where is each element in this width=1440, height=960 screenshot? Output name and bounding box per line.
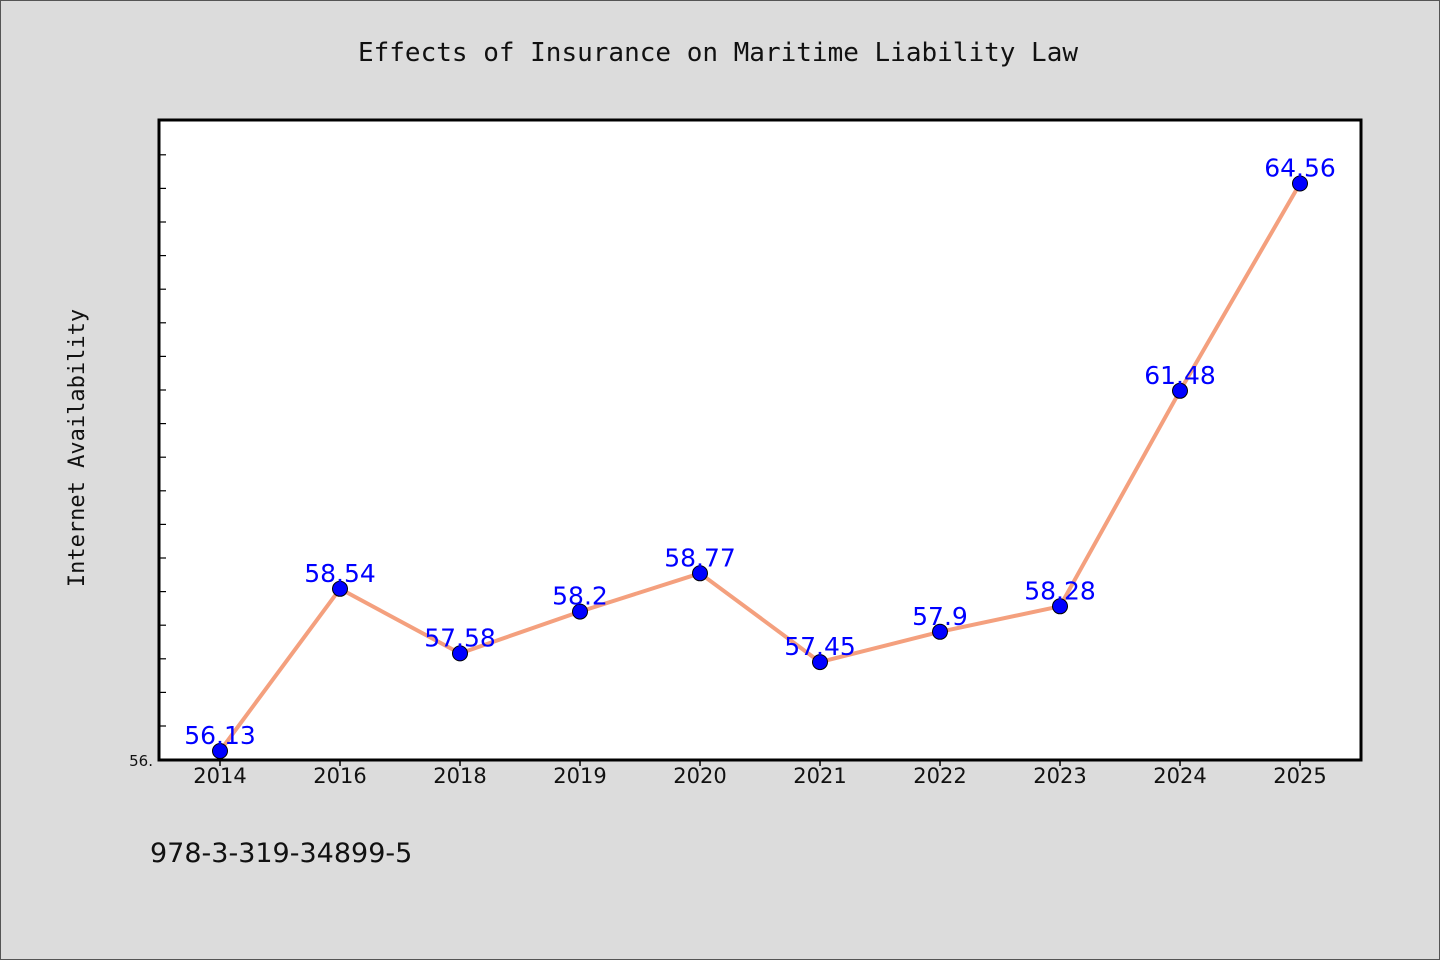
data-label: 58.28 [1024, 576, 1096, 605]
series-line [218, 182, 1302, 753]
x-tick-label: 2019 [553, 764, 606, 788]
footnote-isbn: 978-3-319-34899-5 [150, 838, 412, 869]
data-label: 64.56 [1264, 154, 1336, 183]
data-labels: 56.13 58.54 57.58 58.2 58.77 57.45 57.9 58.28 61… [184, 154, 1336, 751]
y-axis-ticks [159, 154, 166, 727]
data-point [932, 623, 948, 640]
x-tick-label: 2025 [1273, 764, 1326, 788]
x-tick-label: 2022 [913, 764, 966, 788]
data-label: 58.77 [664, 543, 736, 572]
data-point [452, 645, 468, 662]
chart-title: Effects of Insurance on Maritime Liabili… [358, 38, 1078, 68]
x-tick-label: 2023 [1033, 764, 1086, 788]
x-tick-label: 2021 [793, 764, 846, 788]
data-point [1172, 382, 1188, 399]
series-line-group [212, 175, 1308, 759]
data-label: 61.48 [1144, 361, 1216, 390]
x-tick-label: 2014 [193, 764, 246, 788]
x-tick-label: 2016 [313, 764, 366, 788]
data-point [692, 565, 708, 582]
data-point [812, 654, 828, 671]
data-point [332, 580, 348, 597]
data-label: 58.54 [304, 559, 376, 588]
y-tick-label: 56. [129, 752, 153, 770]
data-label: 57.45 [784, 632, 856, 661]
data-point [572, 603, 588, 620]
data-label: 58.2 [552, 582, 608, 611]
data-point [1052, 598, 1068, 615]
x-axis-ticks: 2014 2016 2018 2019 2020 2021 2022 2023 2024 2025 [193, 760, 1327, 788]
data-point [1292, 175, 1308, 192]
y-axis-label: Internet Availability [65, 309, 90, 587]
data-label: 57.58 [424, 623, 496, 652]
plot-area [157, 118, 1363, 762]
data-label: 57.9 [912, 602, 968, 631]
x-tick-label: 2024 [1153, 764, 1206, 788]
data-point [212, 743, 228, 759]
data-label: 56.13 [184, 721, 256, 750]
x-tick-label: 2018 [433, 764, 486, 788]
x-tick-label: 2020 [673, 764, 726, 788]
